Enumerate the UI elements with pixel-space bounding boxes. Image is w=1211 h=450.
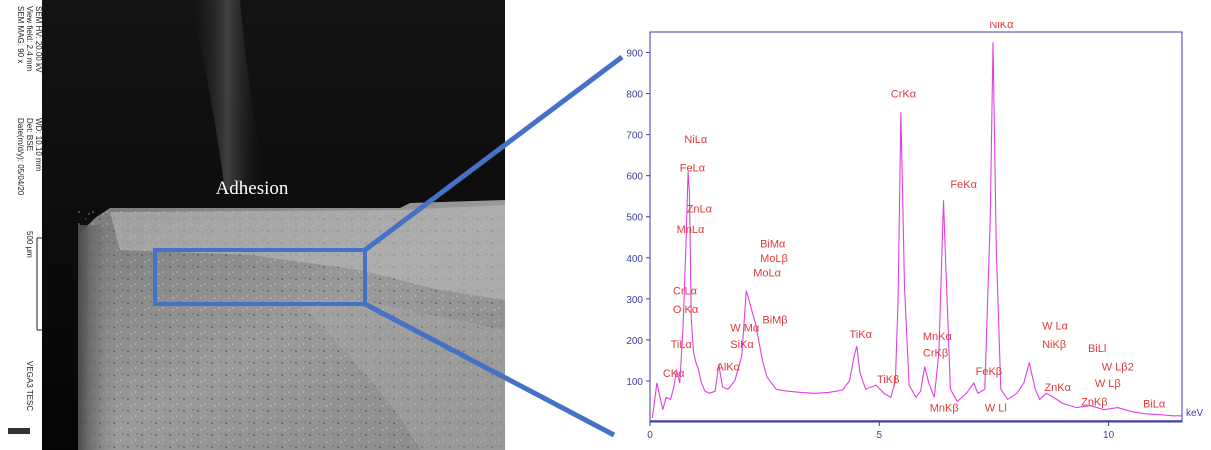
peak-label: W Lβ	[1095, 378, 1121, 390]
detector: Det: BSE	[25, 118, 34, 151]
peak-label: BiLα	[1143, 399, 1166, 411]
peak-label: O Kα	[673, 304, 699, 316]
peak-label: W Lα	[1042, 321, 1069, 333]
peak-label: W Mα	[730, 323, 760, 335]
y-axis: 100 200 300 400 500 600 700 800 900	[626, 49, 650, 388]
peak-label: BiLl	[1088, 343, 1106, 355]
peak-label: ZnKα	[1044, 382, 1071, 394]
selected-region-box	[153, 248, 367, 306]
peak-label: ZnKβ	[1081, 397, 1108, 409]
x-axis-unit: keV	[1186, 408, 1204, 419]
peak-labels: CKα TiLα O Kα CrLα MnLα ZnLα FeLα NiLα AlKα SiKα W…	[663, 22, 1166, 415]
peak-label: AlKα	[717, 362, 741, 374]
peak-label: MoLα	[753, 267, 781, 279]
sem-hv: SEM HV: 20.00 kV	[34, 6, 43, 73]
y-tick-label: 400	[626, 254, 643, 265]
x-axis: 0 5 10	[647, 422, 1115, 441]
y-tick-label: 300	[626, 295, 643, 306]
y-tick-label: 800	[626, 90, 643, 101]
peak-label: MnKα	[923, 331, 953, 343]
peak-label: TiLα	[671, 339, 693, 351]
instrument-brand: VEGA3 TESC	[25, 361, 34, 411]
peak-label: NiKα	[989, 22, 1014, 31]
peak-label: MnKβ	[930, 403, 959, 415]
adhesion-label: Adhesion	[216, 178, 289, 199]
peak-label: MnLα	[677, 224, 705, 236]
x-tick-label: 5	[877, 430, 883, 441]
y-tick-label: 200	[626, 336, 643, 347]
acquisition-date: Date(m/d/y): 05/04/20	[16, 118, 25, 196]
peak-label: FeKα	[950, 179, 977, 191]
peak-label: MoLβ	[760, 253, 788, 265]
peak-label: NiLα	[684, 134, 708, 146]
peak-label: BiMα	[760, 239, 786, 251]
working-distance: WD: 10.10 mm	[34, 118, 43, 172]
x-tick-label: 0	[647, 430, 653, 441]
peak-label: TiKβ	[877, 374, 899, 386]
peak-label: CrKβ	[923, 347, 948, 359]
sem-micrograph: SEM HV: 20.00 kV View field: 2.4 mm SEM …	[0, 0, 505, 450]
peak-label: ZnLα	[687, 204, 713, 216]
y-tick-label: 700	[626, 131, 643, 142]
y-tick-label: 600	[626, 172, 643, 183]
peak-label: CrLα	[673, 286, 698, 298]
peak-label: CrKα	[891, 89, 917, 101]
peak-label: BiMβ	[762, 314, 787, 326]
y-tick-label: 100	[626, 377, 643, 388]
sem-mag: SEM MAG: 90 x	[16, 6, 25, 63]
peak-label: W Ll	[985, 403, 1007, 415]
peak-label: TiKα	[850, 329, 873, 341]
scale-label: 500 μm	[25, 231, 34, 258]
scale-bar	[36, 237, 42, 331]
spectrum-line	[651, 42, 1182, 418]
peak-label: FeKβ	[976, 366, 1003, 378]
peak-label: NiKβ	[1042, 339, 1066, 351]
peak-label: SiKα	[730, 339, 754, 351]
peak-label: FeLα	[680, 163, 706, 175]
view-field: View field: 2.4 mm	[25, 6, 34, 72]
peak-label: CKα	[663, 368, 685, 380]
y-tick-label: 900	[626, 49, 643, 60]
peak-label: W Lβ2	[1102, 362, 1134, 374]
y-tick-label: 500	[626, 213, 643, 224]
plot-frame	[649, 31, 1183, 423]
info-strip	[0, 0, 42, 450]
eds-spectrum-chart: 100 200 300 400 500 600 700 800 900 0 5 10 CKα TiLα…	[626, 22, 1204, 441]
x-tick-label: 10	[1103, 430, 1115, 441]
